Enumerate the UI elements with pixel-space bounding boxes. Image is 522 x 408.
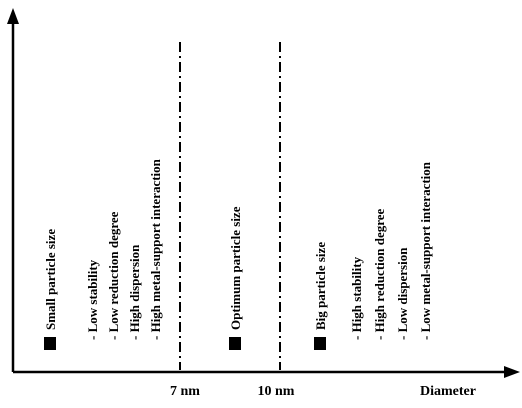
big-size-item-4: - Low metal-support interaction [418, 161, 433, 340]
big-size-item-2: - High reduction degree [372, 208, 387, 340]
big-size-item-3: - Low dispersion [395, 247, 410, 340]
small-size-title: Small particle size [43, 229, 58, 330]
small-size-bullet-icon [44, 337, 56, 350]
tick-label-7nm: 7 nm [170, 384, 200, 399]
tick-label-10nm: 10 nm [258, 384, 295, 399]
big-size-title: Big particle size [313, 242, 328, 330]
big-size-bullet-icon [314, 337, 326, 350]
y-axis-arrowhead [7, 8, 19, 24]
x-axis-label: Diameter [420, 384, 476, 399]
optimum-size-bullet-icon [229, 337, 241, 350]
big-size-item-1: - High stability [349, 256, 364, 340]
small-size-item-3: - High dispersion [127, 244, 142, 340]
small-size-item-4: - High metal-support interaction [148, 158, 163, 340]
x-axis-arrowhead [504, 366, 520, 378]
small-size-item-2: - Low reduction degree [106, 211, 121, 340]
optimum-size-title: Optimum particle size [228, 206, 243, 330]
small-size-item-1: - Low stability [85, 259, 100, 340]
